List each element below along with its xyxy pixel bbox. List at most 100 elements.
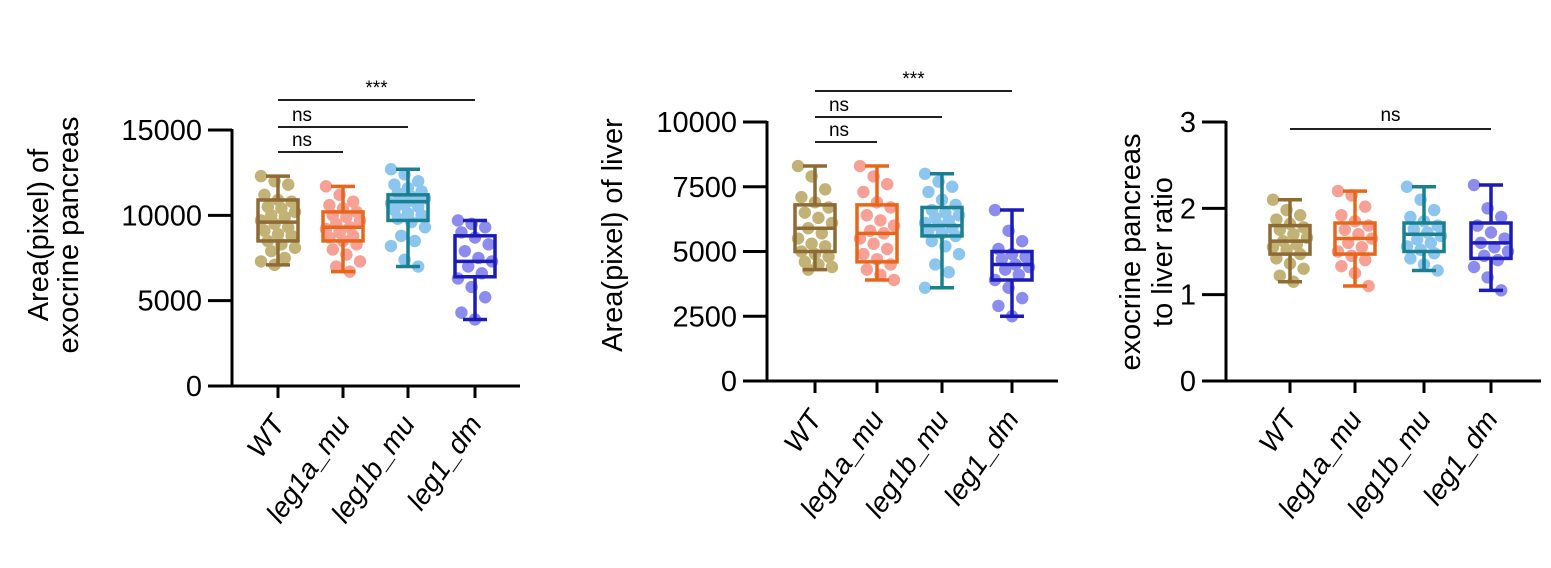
y-tick-label: 10000 — [121, 200, 202, 232]
data-point — [1467, 178, 1481, 192]
y-tick-label: 5000 — [672, 237, 737, 269]
data-point — [326, 243, 339, 256]
data-point — [479, 291, 492, 304]
data-point — [884, 258, 897, 271]
data-point — [254, 255, 268, 268]
chart-panel-2: 025005000750010000WTleg1a_muleg1b_muleg1… — [597, 69, 1058, 523]
data-point — [282, 178, 295, 191]
data-point — [1016, 291, 1029, 305]
data-point — [415, 209, 428, 222]
chart-panel-1: 050001000015000WTleg1a_muleg1b_muleg1_dm… — [23, 78, 520, 528]
data-point — [860, 263, 873, 276]
data-point — [1270, 213, 1283, 226]
data-point — [812, 211, 825, 225]
data-point — [1359, 253, 1372, 267]
box — [1402, 221, 1446, 254]
box-group-leg1_dm — [1467, 178, 1515, 297]
data-point — [285, 229, 298, 243]
box-group-leg1_dm — [451, 214, 499, 326]
data-point — [258, 188, 271, 202]
data-point — [918, 281, 932, 294]
data-point — [795, 190, 808, 204]
y-tick-label: 3 — [1180, 107, 1196, 139]
data-point — [825, 260, 839, 274]
data-point — [822, 250, 835, 263]
data-point — [946, 180, 959, 193]
data-point — [288, 241, 302, 254]
data-point — [992, 299, 1005, 313]
significance-label: ns — [1380, 105, 1400, 126]
box-group-leg1b_mu — [1400, 180, 1448, 277]
data-point — [867, 237, 880, 250]
data-point — [1331, 184, 1345, 198]
data-point — [347, 195, 360, 208]
data-point — [1431, 264, 1444, 277]
data-point — [319, 180, 333, 193]
data-point — [265, 244, 278, 258]
box-group-WT — [254, 169, 302, 272]
y-axis-title: exocrine pancreas — [1115, 134, 1147, 371]
data-point — [1424, 236, 1438, 250]
data-point — [1355, 240, 1369, 254]
significance-label: ns — [292, 105, 312, 126]
data-point — [455, 306, 468, 319]
data-point — [1338, 223, 1352, 237]
data-point — [1400, 180, 1414, 193]
box — [920, 205, 964, 238]
data-point — [857, 185, 870, 199]
box — [386, 193, 430, 223]
data-point — [258, 224, 271, 237]
data-point — [995, 253, 1008, 266]
data-point — [805, 237, 818, 250]
y-tick-label: 0 — [721, 366, 737, 398]
box-group-leg1a_mu — [853, 159, 901, 287]
data-point — [340, 210, 353, 224]
data-point — [1019, 250, 1032, 263]
data-point — [1359, 200, 1372, 213]
data-point — [942, 266, 955, 279]
data-point — [408, 234, 421, 248]
data-point — [1467, 260, 1481, 274]
x-category-label: WT — [778, 403, 829, 458]
data-point — [278, 251, 291, 265]
data-point — [884, 201, 897, 214]
data-point — [458, 244, 471, 258]
box-group-leg1b_mu — [918, 167, 966, 294]
y-tick-label: 1 — [1180, 280, 1196, 312]
significance-label: *** — [902, 69, 925, 90]
data-point — [1495, 210, 1508, 224]
box — [453, 234, 497, 279]
data-point — [988, 203, 1002, 217]
data-point — [1362, 279, 1375, 293]
data-point — [819, 183, 832, 196]
data-point — [1478, 249, 1491, 263]
data-point — [819, 240, 832, 253]
data-point — [330, 260, 343, 273]
y-tick-label: 0 — [1180, 366, 1196, 398]
data-point — [881, 242, 894, 256]
data-point — [853, 159, 867, 173]
data-point — [278, 210, 291, 224]
data-point — [857, 247, 870, 261]
data-point — [1287, 228, 1300, 241]
y-axis-title: Area(pixel) of — [23, 148, 55, 321]
data-point — [1428, 203, 1441, 217]
data-point — [271, 227, 285, 241]
data-point — [922, 224, 935, 237]
data-point — [815, 227, 828, 240]
data-point — [1273, 269, 1287, 282]
box-group-leg1a_mu — [1331, 184, 1379, 293]
data-point — [395, 229, 408, 243]
data-point — [952, 247, 966, 261]
data-point — [1407, 222, 1421, 236]
data-point — [1297, 262, 1310, 275]
data-point — [323, 198, 336, 212]
data-point — [1411, 233, 1424, 246]
data-point — [1484, 226, 1498, 239]
data-point — [1404, 252, 1417, 265]
data-point — [925, 234, 938, 248]
y-tick-label: 0 — [186, 371, 202, 403]
box-group-leg1a_mu — [319, 180, 367, 278]
data-point — [887, 273, 901, 287]
significance-label: *** — [365, 78, 388, 99]
